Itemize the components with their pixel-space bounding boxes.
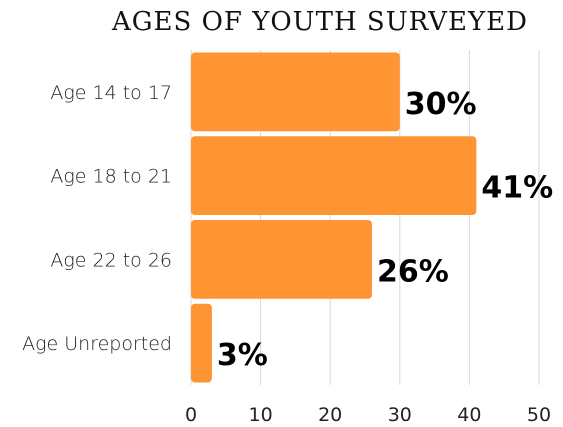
category-label: Age 22 to 26	[50, 249, 172, 271]
bar	[191, 136, 477, 215]
x-tick-label: 40	[457, 404, 481, 426]
x-tick-label: 0	[185, 404, 197, 426]
x-tick-label: 50	[527, 404, 551, 426]
data-label: 41%	[481, 171, 553, 206]
chart-title: AGES OF YOUTH SURVEYED	[111, 7, 528, 37]
category-label: Age Unreported	[22, 333, 172, 355]
bar	[191, 220, 372, 299]
x-tick-label: 30	[388, 404, 412, 426]
bar	[191, 52, 400, 132]
x-tick-label: 10	[249, 404, 273, 426]
bars	[191, 52, 477, 383]
category-label: Age 14 to 17	[50, 82, 172, 104]
data-label: 30%	[405, 87, 477, 122]
data-label: 26%	[377, 254, 449, 289]
data-label: 3%	[217, 338, 268, 373]
x-axis-tick-labels: 0 10 20 30 40 50	[185, 404, 551, 426]
data-labels: 30% 41% 26% 3%	[217, 87, 553, 373]
category-labels: Age 14 to 17 Age 18 to 21 Age 22 to 26 Age …	[22, 82, 172, 355]
bar	[191, 303, 212, 383]
x-tick-label: 20	[318, 404, 342, 426]
category-label: Age 18 to 21	[50, 166, 172, 188]
